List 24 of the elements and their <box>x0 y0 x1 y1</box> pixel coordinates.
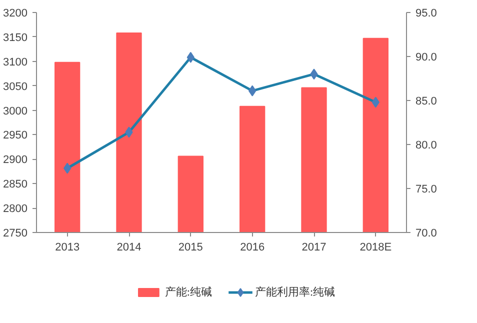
y-tick-label: 3000 <box>3 105 28 118</box>
y-tick-label: 3100 <box>3 56 28 68</box>
x-tick-label: 2018E <box>360 242 392 254</box>
y-tick-label: 2950 <box>3 130 28 142</box>
y2-tick-label: 70.0 <box>416 228 437 240</box>
x-tick-label: 2015 <box>178 242 203 254</box>
y2-tick-label: 75.0 <box>416 184 437 196</box>
y2-tick-label: 90.0 <box>416 52 437 64</box>
y2-tick-label: 80.0 <box>416 140 437 152</box>
x-tick-label: 2016 <box>240 242 265 254</box>
y-tick-label: 2750 <box>3 228 28 240</box>
y-tick-label: 2900 <box>3 154 28 166</box>
legend-label: 产能:纯碱 <box>164 286 212 298</box>
y2-tick-label: 85.0 <box>416 96 437 108</box>
x-tick-label: 2013 <box>55 242 80 254</box>
y-tick-label: 3200 <box>3 8 28 20</box>
y2-tick-label: 95.0 <box>416 8 437 20</box>
y-tick-label: 3150 <box>3 32 28 44</box>
y-tick-label: 2800 <box>3 203 28 216</box>
x-tick-label: 2014 <box>116 242 142 254</box>
legend-label: 产能利用率:纯碱 <box>254 286 336 298</box>
x-tick-label: 2017 <box>302 242 326 254</box>
y-tick-label: 3050 <box>3 80 28 93</box>
y-tick-label: 2850 <box>3 178 28 191</box>
